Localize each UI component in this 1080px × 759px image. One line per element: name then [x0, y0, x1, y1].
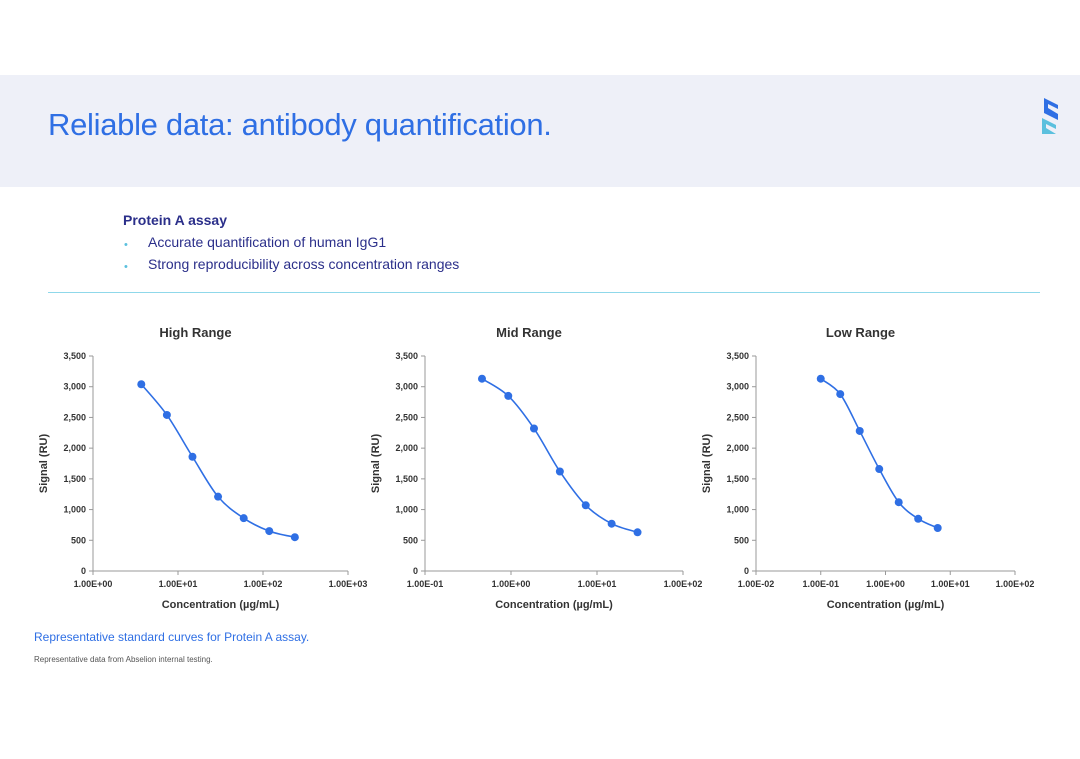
- data-point: [504, 391, 513, 400]
- assay-bullet-list: • Accurate quantification of human IgG1 •…: [123, 233, 459, 277]
- y-tick-label: 3,500: [395, 351, 418, 361]
- curve-line: [820, 378, 939, 529]
- x-axis-title: Concentration (µg/mL): [162, 599, 280, 611]
- x-axis-title: Concentration (µg/mL): [495, 599, 613, 611]
- section-divider: [48, 292, 1040, 293]
- x-tick-label: 1.00E+01: [931, 579, 970, 589]
- data-point: [633, 528, 642, 537]
- chart-title: High Range: [159, 325, 231, 340]
- data-point: [836, 390, 845, 399]
- bullet-item: • Strong reproducibility across concentra…: [123, 255, 459, 277]
- y-axis-title: Signal (RU): [701, 434, 713, 494]
- x-tick-label: 1.00E-01: [407, 579, 444, 589]
- source-note: Representative data from Abselion intern…: [34, 655, 213, 664]
- y-tick-label: 2,000: [63, 443, 86, 453]
- data-point: [188, 452, 197, 461]
- y-tick-label: 0: [744, 566, 749, 576]
- data-point: [816, 374, 825, 383]
- bullet-dot-icon: •: [124, 261, 128, 273]
- y-tick-label: 1,500: [726, 474, 749, 484]
- charts-area: High Range 0 500 1,000 1,500 2,000 2,500 3,000 3…: [0, 300, 1080, 620]
- data-point: [239, 514, 248, 523]
- standard-curves-charts: High Range 0 500 1,000 1,500 2,000 2,500 3,000 3…: [38, 325, 1035, 611]
- brand-logo-icon: [1042, 98, 1058, 134]
- data-point: [529, 424, 538, 433]
- x-tick-label: 1.00E+00: [492, 579, 531, 589]
- title-band: [0, 75, 1080, 187]
- data-point: [162, 410, 171, 419]
- chart-title: Low Range: [826, 325, 895, 340]
- x-tick-label: 1.00E+02: [664, 579, 703, 589]
- data-point: [214, 492, 223, 501]
- y-tick-label: 3,500: [726, 351, 749, 361]
- x-tick-label: 1.00E+03: [329, 579, 368, 589]
- x-tick-label: 1.00E-01: [802, 579, 839, 589]
- y-tick-label: 2,500: [395, 412, 418, 422]
- y-tick-label: 500: [403, 535, 418, 545]
- x-tick-label: 1.00E-02: [738, 579, 775, 589]
- x-tick-label: 1.00E+01: [159, 579, 198, 589]
- bullet-item: • Accurate quantification of human IgG1: [123, 233, 459, 255]
- x-axis-title: Concentration (µg/mL): [827, 599, 945, 611]
- y-tick-label: 0: [413, 566, 418, 576]
- data-point: [290, 533, 299, 542]
- data-point: [265, 527, 274, 536]
- curve-line: [140, 383, 296, 538]
- data-point: [894, 498, 903, 507]
- data-point: [555, 467, 564, 476]
- y-tick-label: 500: [734, 535, 749, 545]
- x-tick-label: 1.00E+02: [996, 579, 1035, 589]
- x-tick-label: 1.00E+00: [74, 579, 113, 589]
- y-tick-label: 2,500: [63, 412, 86, 422]
- y-tick-label: 3,500: [63, 351, 86, 361]
- bullet-text: Strong reproducibility across concentrat…: [148, 256, 460, 272]
- assay-heading: Protein A assay: [123, 212, 228, 228]
- y-tick-label: 1,500: [63, 474, 86, 484]
- y-tick-label: 3,000: [726, 382, 749, 392]
- y-tick-label: 1,500: [395, 474, 418, 484]
- y-tick-label: 3,000: [63, 382, 86, 392]
- data-point: [581, 501, 590, 510]
- bullet-dot-icon: •: [124, 239, 128, 251]
- y-tick-label: 3,000: [395, 382, 418, 392]
- data-point: [855, 426, 864, 435]
- data-point: [607, 519, 616, 528]
- data-point: [914, 514, 923, 523]
- y-tick-label: 2,500: [726, 412, 749, 422]
- y-tick-label: 1,000: [395, 505, 418, 515]
- y-tick-label: 0: [81, 566, 86, 576]
- y-tick-label: 1,000: [726, 505, 749, 515]
- y-tick-label: 1,000: [63, 505, 86, 515]
- data-point: [137, 380, 146, 389]
- bullet-text: Accurate quantification of human IgG1: [148, 234, 387, 250]
- y-tick-label: 2,000: [395, 443, 418, 453]
- y-axis-title: Signal (RU): [370, 434, 382, 494]
- data-point: [933, 524, 942, 532]
- data-point: [477, 374, 486, 383]
- data-point: [875, 465, 884, 474]
- x-tick-label: 1.00E+01: [578, 579, 617, 589]
- y-axis-title: Signal (RU): [38, 434, 50, 494]
- chart-title: Mid Range: [496, 325, 562, 340]
- y-tick-label: 2,000: [726, 443, 749, 453]
- y-tick-label: 500: [71, 535, 86, 545]
- curve-line: [481, 378, 638, 534]
- figure-caption: Representative standard curves for Prote…: [34, 630, 310, 644]
- slide-title: Reliable data: antibody quantification.: [48, 107, 552, 142]
- x-tick-label: 1.00E+00: [866, 579, 905, 589]
- x-tick-label: 1.00E+02: [244, 579, 283, 589]
